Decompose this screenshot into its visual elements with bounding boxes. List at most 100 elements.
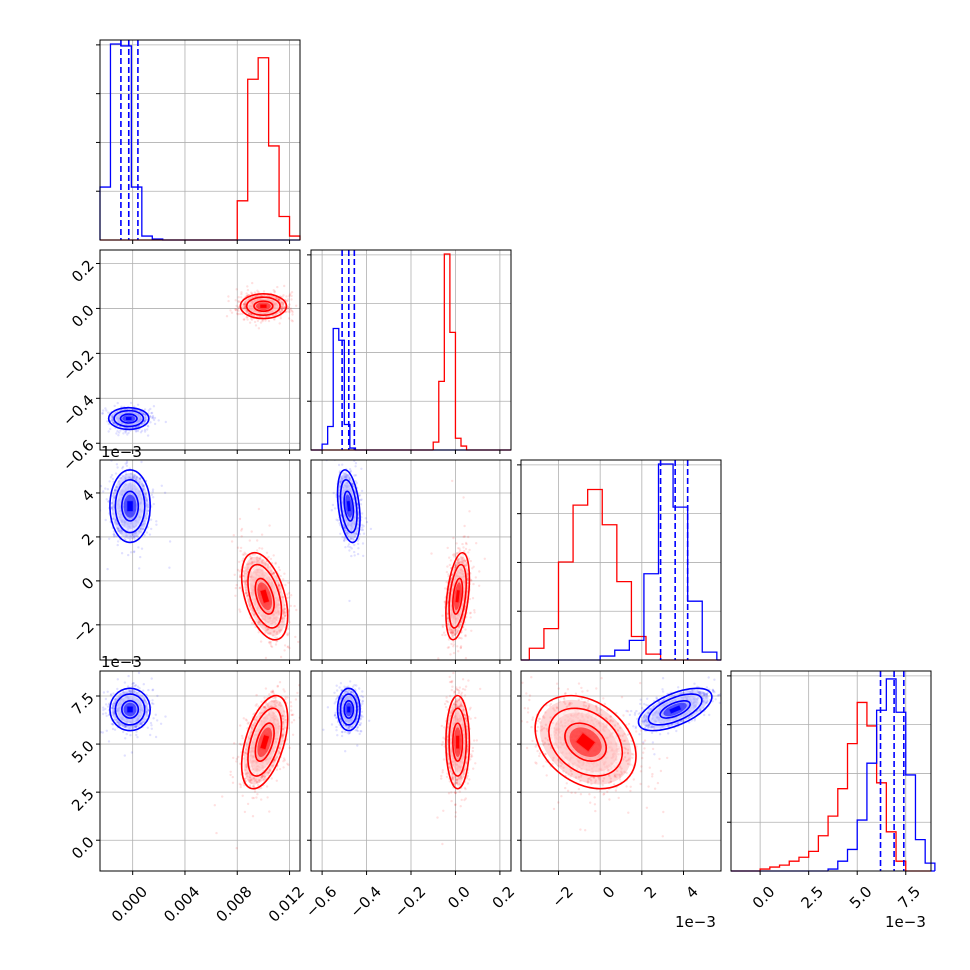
sample-point-blue [160,484,163,487]
sample-point-blue [133,550,136,553]
contour-line-blue [107,406,150,431]
sample-point-blue [111,418,114,421]
sample-point-red [274,561,277,564]
sample-point-red [285,295,288,298]
sample-point-red [291,313,294,316]
density-peak-blue [126,417,132,421]
sample-point-red [236,308,239,311]
sample-point-red [452,629,455,633]
sample-point-blue [131,533,134,536]
sample-point-blue [146,434,150,437]
sample-point-red [278,629,281,632]
sample-point-red [267,641,271,644]
sample-point-red [280,618,284,621]
sample-point-red [464,547,468,551]
sample-point-blue [117,529,120,533]
sample-point-red [465,563,468,566]
sample-point-blue [151,488,155,491]
sample-point-blue [125,460,129,463]
sample-point-red [258,557,261,560]
sample-point-red [469,578,473,582]
sample-point-blue [135,476,139,479]
scatter-area-p20 [100,460,300,660]
sample-point-red [250,530,253,533]
sample-point-blue [342,524,346,528]
sample-point-red [251,281,254,285]
sample-point-red [258,547,261,550]
sample-point-blue [352,538,356,541]
sample-point-blue [359,503,363,506]
sample-point-blue [153,422,157,426]
panel-r0c0 [96,39,301,244]
sample-point-blue [340,477,344,480]
sample-point-red [297,640,300,644]
sample-point-red [243,302,246,305]
hist-red-p1 [432,253,473,451]
sample-point-blue [134,477,137,481]
sample-point-blue [143,413,147,416]
sample-point-red [467,557,471,560]
sample-point-red [248,313,251,316]
sample-point-red [457,562,461,565]
sample-point-red [287,306,290,309]
sample-point-blue [111,420,114,423]
sample-point-blue [110,502,113,505]
sample-point-red [282,610,285,614]
sample-point-red [273,571,276,575]
sample-point-red [268,632,271,635]
sample-point-blue [114,472,118,475]
sample-point-red [280,300,283,304]
sample-point-red [234,308,237,311]
sample-point-red [288,303,291,306]
sample-point-red [236,313,240,316]
sample-point-red [243,303,246,306]
sample-point-blue [115,485,118,489]
sample-point-red [464,628,467,631]
sample-point-red [279,310,283,314]
sample-point-blue [330,509,333,512]
sample-point-blue [129,476,132,479]
sample-point-red [447,628,451,631]
sample-point-red [283,649,286,652]
sample-point-red [249,317,253,320]
sample-point-red [287,298,290,301]
sample-point-red [253,320,257,324]
sample-point-red [283,284,286,288]
sample-point-blue [132,532,136,535]
sample-point-red [273,630,276,633]
sample-point-red [441,625,445,629]
sample-point-blue [164,420,167,424]
sample-point-red [277,583,281,587]
sample-point-blue [345,473,349,477]
sample-point-blue [144,419,147,422]
sample-point-blue [146,509,149,513]
sample-point-red [457,625,460,629]
sample-point-red [470,579,473,582]
sample-point-red [257,559,260,563]
sample-point-blue [349,537,352,540]
sample-point-red [264,563,267,566]
sample-point-red [236,312,239,315]
sample-point-red [264,656,268,660]
sample-point-red [446,646,450,649]
sample-point-red [283,644,287,647]
sample-point-blue [141,522,145,526]
sample-point-red [246,318,249,321]
sample-point-red [264,319,267,322]
sample-point-red [257,327,261,330]
sample-point-blue [342,471,345,475]
sample-point-blue [354,480,357,483]
sample-point-red [451,631,454,634]
sample-point-blue [355,532,358,535]
sample-point-red [462,559,465,562]
sample-point-red [454,565,458,568]
sample-point-blue [115,535,118,538]
sample-point-red [290,291,294,294]
sample-point-blue [150,527,153,531]
sample-point-blue [127,553,130,557]
sample-point-red [264,562,267,565]
sample-point-red [244,580,247,584]
sample-point-blue [116,527,120,530]
sample-point-red [269,557,273,561]
sample-point-red [469,611,472,614]
